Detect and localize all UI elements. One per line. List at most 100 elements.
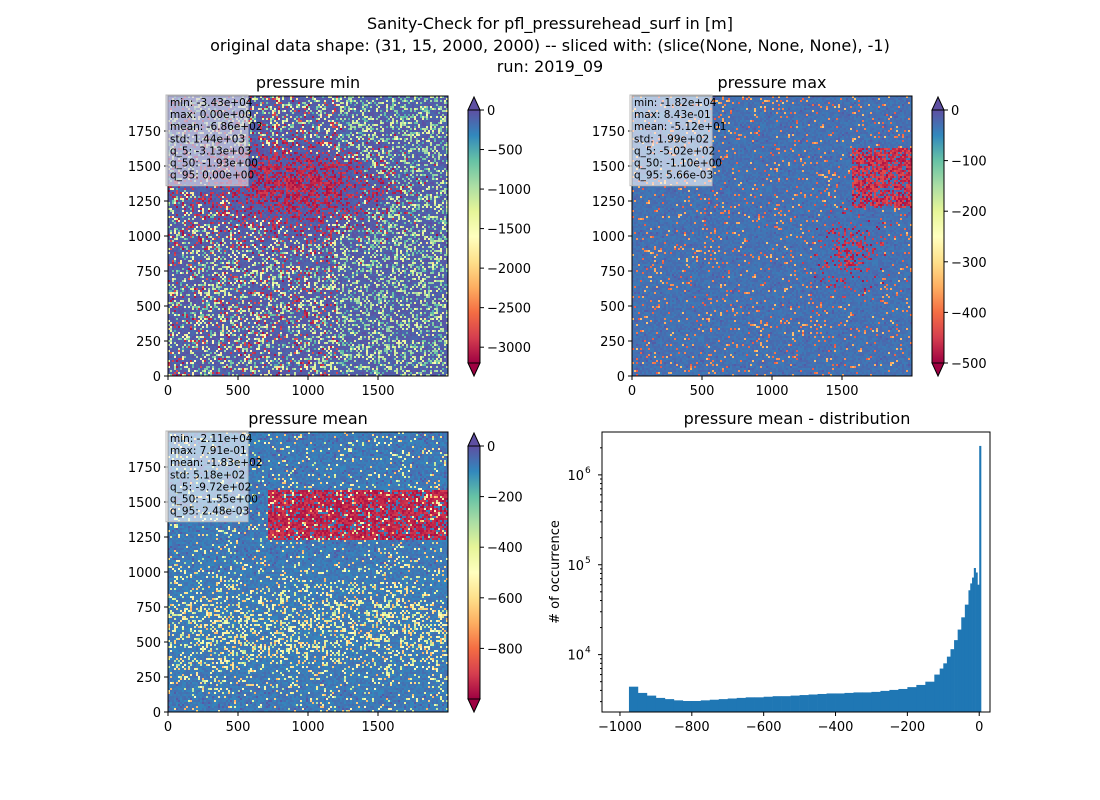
y-tick-exponent: 5 [585,556,591,566]
colorbar-frame [467,445,481,700]
histogram-bar [973,568,976,712]
histogram-bar [727,698,738,712]
histogram-bar [898,688,908,712]
stats-line: min: -1.82e+04 [634,97,717,109]
colorbar-extend-bottom [931,362,945,378]
x-tick-label: 1500 [361,384,394,399]
colorbar-frame [931,109,945,364]
histogram-bar [718,699,729,712]
figure-title-line-1: Sanity-Check for pfl_pressurehead_surf i… [367,14,733,34]
histogram-bar [754,697,764,712]
panel-title: pressure mean [248,409,368,428]
histogram-bar [934,674,941,712]
panel-pressure-mean: pressure mean 0 500 1000 1500 0 250 500 750 1000… [128,409,523,735]
y-tick-label: 500 [136,300,161,315]
y-tick-label: 500 [136,636,161,651]
histogram-bar [970,583,973,712]
x-tick-label: 1000 [755,384,788,399]
stats-line: q_50: -1.10e+00 [634,158,722,170]
colorbar-frame [467,109,481,364]
colorbar-extend-top [467,95,481,111]
y-tick-label: 0 [153,370,161,385]
histogram-bar [871,691,881,712]
histogram-bar [682,700,693,712]
histogram-bar [646,695,657,712]
stats-line: max: 0.00e+00 [170,109,252,121]
y-tick-exponent: 6 [585,466,591,476]
y-tick-label: 1250 [128,531,161,546]
colorbar-extend-bottom [467,362,481,378]
y-tick-label: 250 [136,671,161,686]
stats-line: mean: -5.12e+01 [634,121,726,133]
colorbar-tick-label: 0 [951,104,959,119]
y-tick-label: 750 [136,265,161,280]
stats-line: std: 5.18e+02 [170,469,245,481]
y-tick-label: 10 [567,559,584,574]
histogram-bar [961,617,966,712]
panel-pressure-max: pressure max 0 500 1000 1500 0 250 500 750 1000 1… [592,73,987,399]
histogram-bar [946,656,951,712]
colorbar-tick-label: 0 [487,104,495,119]
histogram-bar [907,687,917,712]
y-tick-label: 1750 [128,125,161,140]
colorbar-gradient [932,110,944,363]
histogram-bar [943,663,948,712]
stats-box-background [165,430,249,523]
histogram-bar [916,684,926,712]
colorbar-tick-label: −200 [951,205,987,220]
histogram-bar [975,572,978,712]
colorbar-tick-label: −500 [487,144,523,159]
histogram-bar [968,590,971,712]
colorbar-gradient [468,110,480,363]
x-tick-label: 0 [975,720,983,735]
panel-pressure-min: pressure min 0 500 1000 1500 0 250 500 750 1000 1… [128,73,531,399]
stats-line: q_50: -1.55e+00 [170,494,258,506]
axes-frame [601,431,991,713]
x-tick-label: −600 [746,720,782,735]
colorbar-tick-label: −400 [951,306,987,321]
colorbar-extend-top [467,431,481,447]
stats-line: mean: -1.83e+02 [170,457,262,469]
stats-line: min: -2.11e+04 [170,433,253,445]
x-tick-label: 500 [226,384,251,399]
colorbar-tick-label: −100 [951,155,987,170]
x-tick-label: 0 [164,720,172,735]
colorbar-tick-label: −3000 [487,341,531,356]
panel-title: pressure min [256,73,360,92]
colorbar-tick-label: −1500 [487,223,531,238]
histogram-bar [763,696,773,712]
y-tick-label: 1000 [128,230,161,245]
histogram-bar [880,690,890,712]
x-tick-label: −400 [818,720,854,735]
histogram-bar [950,649,955,712]
histogram-bar [637,692,648,712]
histogram-bars [628,445,982,712]
histogram-bar [799,695,809,712]
colorbar-tick-label: −600 [487,592,523,607]
stats-line: max: 7.91e-01 [170,445,247,457]
panel-title: pressure mean - distribution [684,409,911,428]
stats-line: std: 1.99e+02 [634,133,709,145]
y-tick-exponent: 4 [585,646,591,656]
stats-line: min: -3.43e+04 [170,97,253,109]
stats-line: q_95: 5.66e-03 [634,170,713,182]
stats-line: q_5: -5.02e+02 [634,145,715,157]
stats-line: q_95: 2.48e-03 [170,506,249,518]
histogram-bar [835,693,845,712]
histogram-bar [808,694,818,712]
x-tick-label: −800 [674,720,710,735]
histogram-bar [862,692,872,712]
x-tick-label: 1000 [291,720,324,735]
figure-title-line-3: run: 2019_09 [497,57,603,77]
y-tick-label: 10 [567,649,584,664]
y-tick-label: 250 [600,335,625,350]
histogram-bar [745,697,755,712]
heatmap-axes: 0 500 1000 1500 0 250 500 750 1000 1250 1500 1750 [128,95,449,399]
histogram-bar [925,681,935,712]
stats-line: q_5: -9.72e+02 [170,481,251,493]
y-tick-label: 0 [153,706,161,721]
heatmap-axes: 0 500 1000 1500 0 250 500 750 1000 1250 1500 1750 [592,95,913,399]
x-tick-label: 1500 [361,720,394,735]
y-tick-label: 1750 [592,125,625,140]
